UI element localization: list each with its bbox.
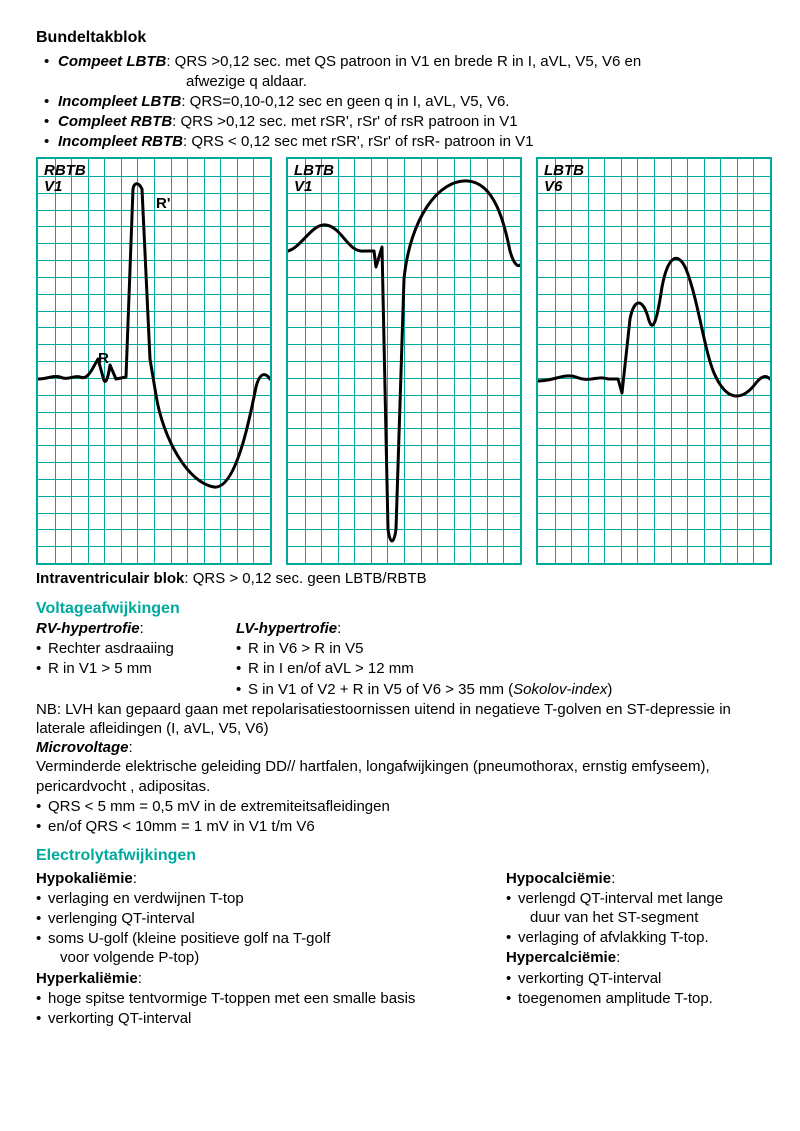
iv-bold: Intraventriculair blok <box>36 570 184 587</box>
def-text: : QRS < 0,12 sec met rSR', rSr' of rsR- … <box>183 133 533 150</box>
list-item: verlaging of afvlakking T-top. <box>506 928 764 947</box>
list-item: en/of QRS < 10mm = 1 mV in V1 t/m V6 <box>36 817 764 836</box>
microvoltage-title: Microvoltage: <box>36 738 764 757</box>
def-text: : QRS >0,12 sec. met QS patroon in V1 en… <box>166 53 641 70</box>
hypocal-cont: duur van het ST-segment <box>518 908 764 927</box>
def-text: : QRS >0,12 sec. met rSR', rSr' of rsR p… <box>172 113 517 130</box>
hypocal-list: verlengd QT-interval met lange duur van … <box>506 889 764 948</box>
list-item: verlengd QT-interval met lange duur van … <box>506 889 764 927</box>
list-item: soms U-golf (kleine positieve golf na T-… <box>36 929 506 967</box>
list-item: verlenging QT-interval <box>36 909 506 928</box>
list-item: Compleet RBTB: QRS >0,12 sec. met rSR', … <box>58 112 764 131</box>
voltage-heading: Voltageafwijkingen <box>36 599 764 619</box>
chart-label: RBTBV1 <box>44 163 86 195</box>
lv-list: R in V6 > R in V5 R in I en/of aVL > 12 … <box>236 639 764 699</box>
term: Compeet LBTB <box>58 53 166 70</box>
hypercal-title: Hypercalciëmie: <box>506 948 764 967</box>
ecg-charts-row: RBTBV1 R R' LBTBV1 LBTBV6 <box>36 157 764 565</box>
rv-column: RV-hypertrofie: Rechter asdraaiing R in … <box>36 619 236 700</box>
iv-rest: : QRS > 0,12 sec. geen LBTB/RBTB <box>184 570 426 587</box>
list-item: Rechter asdraaiing <box>36 639 236 658</box>
electro-right: Hypocalciëmie: verlengd QT-interval met … <box>506 869 764 1030</box>
list-item: Compeet LBTB: QRS >0,12 sec. met QS patr… <box>58 52 764 90</box>
ecg-chart: LBTBV1 <box>286 157 522 565</box>
lv-column: LV-hypertrofie: R in V6 > R in V5 R in I… <box>236 619 764 700</box>
hypercal-list: verkorting QT-interval toegenomen amplit… <box>506 969 764 1008</box>
list-item: R in V6 > R in V5 <box>236 639 764 658</box>
definition-list: Compeet LBTB: QRS >0,12 sec. met QS patr… <box>36 52 764 151</box>
hypocal-title: Hypocalciëmie: <box>506 869 764 888</box>
electro-left: Hypokaliëmie: verlaging en verdwijnen T-… <box>36 869 506 1030</box>
ugolf-cont: voor volgende P-top) <box>48 948 506 967</box>
hyperkal-list: hoge spitse tentvormige T-toppen met een… <box>36 989 506 1028</box>
electrolyte-columns: Hypokaliëmie: verlaging en verdwijnen T-… <box>36 869 764 1030</box>
sokolov-post: ) <box>607 681 612 698</box>
nb-text: NB: LVH kan gepaard gaan met repolarisat… <box>36 700 764 738</box>
electro-heading: Electrolytafwijkingen <box>36 846 764 866</box>
chart-label: LBTBV1 <box>294 163 334 195</box>
list-item: verlaging en verdwijnen T-top <box>36 889 506 908</box>
intraventriculair-line: Intraventriculair blok: QRS > 0,12 sec. … <box>36 569 764 588</box>
list-item: toegenomen amplitude T-top. <box>506 989 764 1008</box>
list-item: hoge spitse tentvormige T-toppen met een… <box>36 989 506 1008</box>
list-item: Incompleet RBTB: QRS < 0,12 sec met rSR'… <box>58 132 764 151</box>
rv-list: Rechter asdraaiing R in V1 > 5 mm <box>36 639 236 678</box>
def-text: : QRS=0,10-0,12 sec en geen q in I, aVL,… <box>181 93 509 110</box>
hypocal-main: verlengd QT-interval met lange <box>518 890 723 907</box>
page-title: Bundeltakblok <box>36 28 764 48</box>
term: Compleet RBTB <box>58 113 172 130</box>
list-item: R in V1 > 5 mm <box>36 659 236 678</box>
term: Incompleet LBTB <box>58 93 181 110</box>
sokolov-index: Sokolov-index <box>513 681 607 698</box>
ecg-chart: RBTBV1 R R' <box>36 157 272 565</box>
list-item: verkorting QT-interval <box>36 1009 506 1028</box>
chart-annotation: R' <box>156 194 170 213</box>
hyperkal-title: Hyperkaliëmie: <box>36 969 506 988</box>
term: Incompleet RBTB <box>58 133 183 150</box>
ugolf-main: soms U-golf (kleine positieve golf na T-… <box>48 930 330 947</box>
list-item: Incompleet LBTB: QRS=0,10-0,12 sec en ge… <box>58 92 764 111</box>
hypertrophy-columns: RV-hypertrofie: Rechter asdraaiing R in … <box>36 619 764 700</box>
list-item: R in I en/of aVL > 12 mm <box>236 659 764 678</box>
microvoltage-body: Verminderde elektrische geleiding DD// h… <box>36 757 764 795</box>
def-continuation: afwezige q aldaar. <box>58 72 764 91</box>
chart-label: LBTBV6 <box>544 163 584 195</box>
microvoltage-list: QRS < 5 mm = 0,5 mV in de extremiteitsaf… <box>36 797 764 836</box>
list-item: verkorting QT-interval <box>506 969 764 988</box>
list-item: QRS < 5 mm = 0,5 mV in de extremiteitsaf… <box>36 797 764 816</box>
ecg-chart: LBTBV6 <box>536 157 772 565</box>
hypokal-title: Hypokaliëmie: <box>36 869 506 888</box>
rv-title: RV-hypertrofie: <box>36 619 236 638</box>
sokolov-pre: S in V1 of V2 + R in V5 of V6 > 35 mm ( <box>248 681 513 698</box>
lv-title: LV-hypertrofie: <box>236 619 764 638</box>
list-item: S in V1 of V2 + R in V5 of V6 > 35 mm (S… <box>236 680 764 699</box>
hypokal-list: verlaging en verdwijnen T-top verlenging… <box>36 889 506 968</box>
chart-annotation: R <box>98 349 109 368</box>
